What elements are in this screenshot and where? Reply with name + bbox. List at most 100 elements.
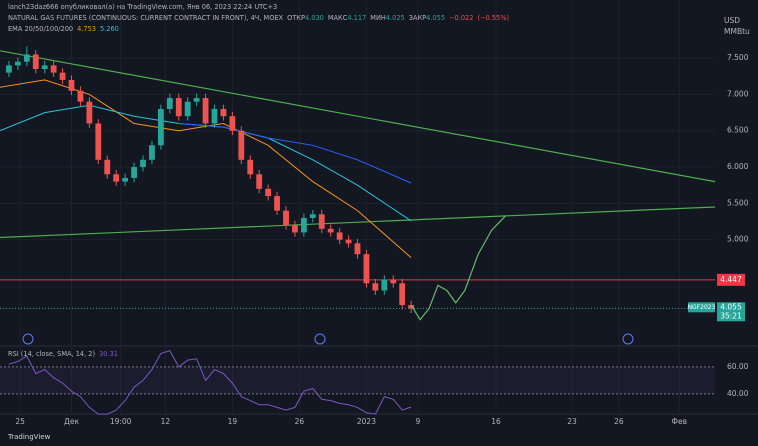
- candle-body: [408, 305, 415, 309]
- rsi-row: RSI (14, close, SMA, 14, 2) 30.31: [8, 349, 118, 359]
- x-tick-label: 25: [15, 417, 25, 426]
- candle-body: [113, 174, 120, 182]
- ema-value: 4.753: [77, 25, 96, 33]
- candle-body: [193, 98, 200, 102]
- candle-body: [14, 61, 21, 66]
- ohlc-name: ОТКР: [287, 14, 305, 22]
- footer: TradingView: [8, 432, 50, 442]
- y-tick-label: 7.000: [727, 89, 749, 98]
- candle-body: [68, 79, 75, 91]
- candle-body: [327, 228, 334, 233]
- x-tick-label: 19: [228, 417, 238, 426]
- candle-body: [41, 65, 48, 69]
- candle-body: [184, 101, 191, 117]
- chart-title: NATURAL GAS FUTURES (CONTINUOUS: CURRENT…: [8, 14, 284, 22]
- candle-body: [372, 283, 379, 291]
- ohlc-value: 4.025: [385, 14, 405, 22]
- candle-body: [292, 225, 298, 233]
- event-icon: [22, 333, 34, 345]
- unit: MMBtu: [724, 27, 750, 36]
- ohlc-name: МИН: [370, 14, 386, 22]
- trendline: [0, 50, 716, 183]
- rsi-value: 30.31: [99, 350, 118, 358]
- hline-badge: [717, 273, 745, 286]
- rsi-title: RSI (14, close, SMA, 14, 2): [8, 350, 96, 358]
- countdown: 35:21: [720, 311, 742, 320]
- candle-body: [354, 243, 361, 255]
- candle-body: [399, 283, 406, 306]
- y-tick-label: 6.500: [727, 126, 749, 135]
- x-tick-label: Фев: [672, 417, 688, 426]
- x-tick-label: 19:00: [110, 417, 132, 426]
- projection-line: [410, 215, 506, 321]
- candle-body: [149, 145, 155, 160]
- candle-body: [122, 177, 129, 182]
- change-value: −0.022: [449, 14, 474, 22]
- change-percent: (−0.55%): [477, 14, 510, 22]
- candle-body: [202, 98, 209, 124]
- ohlc-value: 4.055: [426, 14, 446, 22]
- ohlc-item: МАКС4.117: [328, 13, 366, 23]
- event-icon: [314, 333, 326, 345]
- rsi-band: [0, 366, 715, 394]
- candle-body: [309, 214, 316, 218]
- trendline: [0, 206, 716, 239]
- price-badge: [717, 302, 745, 322]
- ema-line: [0, 79, 412, 258]
- candle-body: [336, 232, 343, 240]
- ohlc-name: МАКС: [327, 14, 348, 22]
- price-axis-bg: [715, 0, 758, 446]
- rsi-tick-label: 40.00: [727, 389, 749, 398]
- candle-body: [300, 217, 307, 233]
- ema-value: 5.260: [99, 25, 119, 33]
- ohlc-item: ЗАКР4.055: [409, 13, 445, 23]
- candle-body: [50, 65, 57, 73]
- x-tick-label: 26: [295, 417, 305, 426]
- x-tick-label: 26: [614, 417, 624, 426]
- candle-body: [131, 167, 137, 178]
- candle-body: [318, 214, 325, 229]
- candle-body: [6, 65, 12, 73]
- ohlc-value: 4.030: [304, 14, 324, 22]
- candle-body: [157, 108, 164, 146]
- x-tick-label: Дек: [64, 417, 79, 426]
- candle-body: [283, 210, 289, 226]
- brand: TradingView: [8, 433, 51, 441]
- currency: USD: [724, 16, 740, 25]
- hline-label: 4.447: [720, 275, 742, 284]
- candle-body: [363, 254, 370, 284]
- candle-body: [77, 90, 84, 102]
- x-tick-label: 12: [161, 417, 171, 426]
- symbol-label: NGF2023: [688, 304, 716, 311]
- title-row: NATURAL GAS FUTURES (CONTINUOUS: CURRENT…: [8, 13, 509, 23]
- y-tick-label: 7.500: [727, 53, 749, 62]
- candle-body: [247, 159, 254, 175]
- candle-body: [23, 54, 30, 62]
- event-icon: [622, 333, 634, 345]
- candle-body: [238, 130, 245, 160]
- ema-row: EMA 20/50/100/200 4.753 5.260: [8, 24, 119, 34]
- candle-body: [175, 98, 182, 117]
- candle-body: [274, 196, 280, 211]
- candle-body: [345, 239, 352, 244]
- candle-body: [166, 98, 173, 109]
- candle-body: [220, 108, 227, 117]
- symbol-badge: [688, 302, 715, 313]
- ohlc-item: ОТКР4.030: [287, 13, 324, 23]
- candle-body: [140, 159, 146, 168]
- candle-body: [265, 188, 272, 197]
- ohlc-item: МИН4.025: [370, 13, 404, 23]
- x-tick-label: 9: [415, 417, 420, 426]
- price-label: 4.055: [720, 302, 742, 311]
- candle-body: [256, 174, 263, 189]
- ema-title: EMA 20/50/100/200: [8, 25, 74, 33]
- candle-body: [381, 279, 388, 291]
- publisher: lanch23daz666 опубликовал(а) на TradingV…: [8, 3, 278, 11]
- ema-line: [178, 123, 412, 184]
- y-tick-label: 6.000: [727, 162, 749, 171]
- y-tick-label: 5.000: [727, 235, 749, 244]
- candle-body: [390, 279, 397, 284]
- y-tick-label: 5.500: [727, 198, 749, 207]
